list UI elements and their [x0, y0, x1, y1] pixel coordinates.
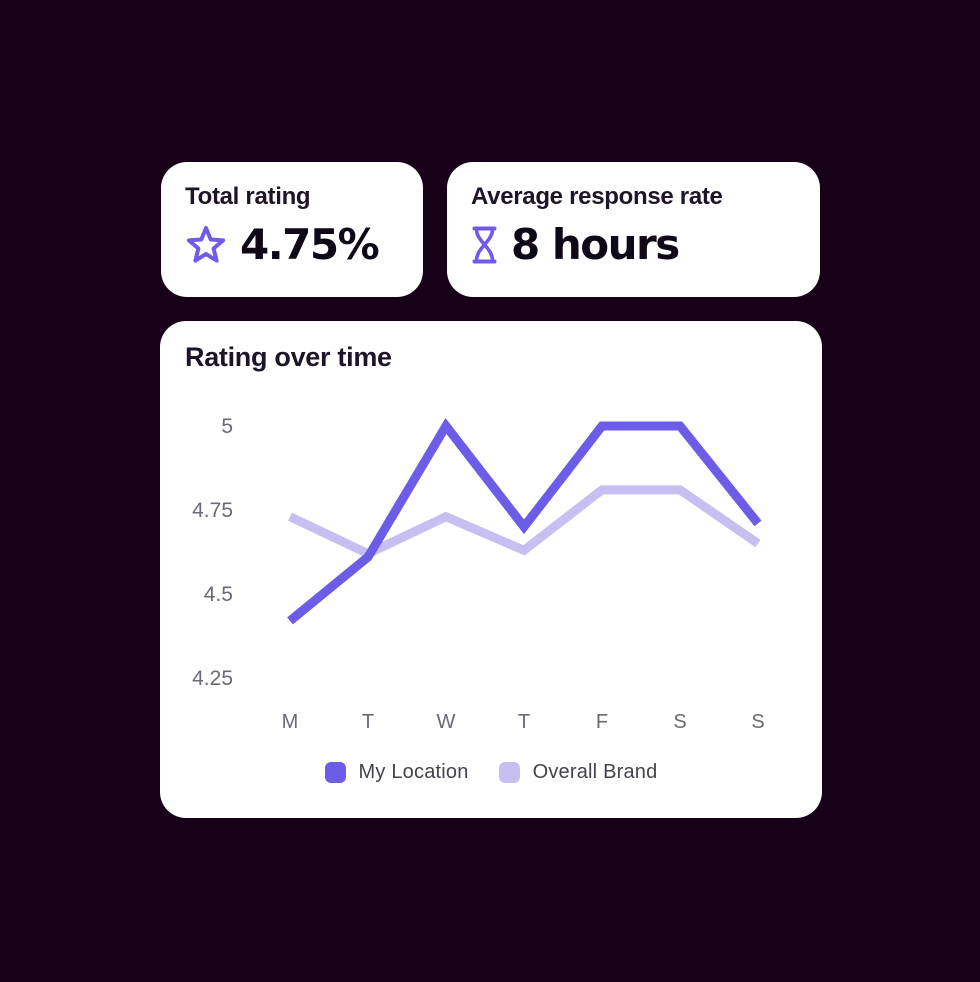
hourglass-icon	[471, 225, 498, 265]
total-rating-row: 4.75%	[185, 224, 399, 266]
my-location-swatch	[324, 762, 346, 783]
rating-line-chart: 5 4.75 4.5 4.25 M T W T F S S	[192, 415, 765, 733]
overall-brand-swatch	[498, 762, 520, 783]
legend-item-overall-brand[interactable]: Overall Brand	[498, 761, 658, 784]
y-axis-tick-label: 5	[221, 415, 233, 438]
my-location-legend-label: My Location	[358, 761, 469, 783]
x-axis-tick-label: T	[518, 711, 530, 733]
avg-response-rate-label: Average response rate	[471, 183, 723, 210]
total-rating-value: 4.75%	[240, 220, 380, 269]
legend-item-my-location[interactable]: My Location	[324, 761, 469, 784]
avg-response-rate-value: 8 hours	[511, 220, 680, 269]
x-axis-tick-label: F	[596, 711, 608, 733]
line-series-my-location	[287, 418, 762, 625]
star-icon	[185, 224, 227, 266]
avg-response-rate-card: Average response rate 8 hours	[447, 162, 820, 297]
x-axis-tick-label: W	[437, 711, 456, 733]
y-axis-tick-label: 4.75	[192, 499, 233, 522]
x-axis-tick-label: S	[751, 711, 764, 733]
x-axis-tick-label: S	[673, 711, 686, 733]
overall-brand-legend-label: Overall Brand	[532, 761, 658, 783]
chart-title: Rating over time	[185, 342, 392, 372]
total-rating-card: Total rating 4.75%	[161, 162, 423, 297]
y-axis-tick-label: 4.5	[204, 583, 233, 606]
total-rating-label: Total rating	[185, 183, 311, 210]
x-axis-tick-label: T	[362, 711, 374, 733]
rating-over-time-card: Rating over time 5 4.75 4.5 4.25 M T W T F S S My …	[160, 321, 822, 818]
avg-response-rate-row: 8 hours	[471, 224, 796, 266]
chart-legend: My Location Overall Brand	[160, 761, 822, 784]
x-axis-tick-label: M	[282, 711, 299, 733]
y-axis-tick-label: 4.25	[192, 667, 233, 690]
